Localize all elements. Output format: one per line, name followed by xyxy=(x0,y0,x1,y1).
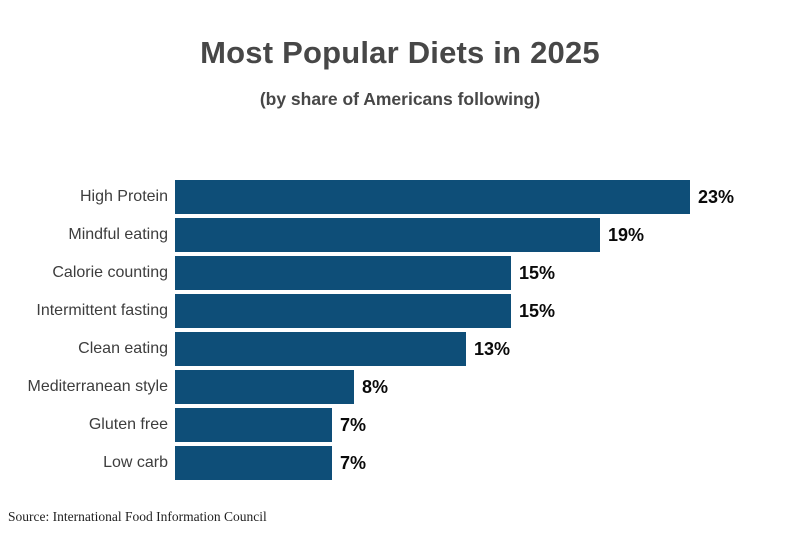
bar-chart-figure: Most Popular Diets in 2025 (by share of … xyxy=(0,34,800,534)
chart-row: Gluten free 7% xyxy=(0,408,800,442)
chart-row: Low carb 7% xyxy=(0,446,800,480)
bar xyxy=(175,180,690,214)
value-label: 13% xyxy=(474,338,511,359)
bar xyxy=(175,332,466,366)
category-label: Calorie counting xyxy=(52,264,168,281)
category-label: Mindful eating xyxy=(68,226,168,243)
value-label: 15% xyxy=(519,262,556,283)
chart-subtitle: (by share of Americans following) xyxy=(259,89,541,109)
value-label: 19% xyxy=(608,224,645,245)
source-note: Source: International Food Information C… xyxy=(8,509,267,524)
bar xyxy=(175,370,354,404)
chart-title: Most Popular Diets in 2025 xyxy=(200,35,600,70)
value-label: 23% xyxy=(698,186,735,207)
plot-area: High Protein 23% Mindful eating 19% Calorie … xyxy=(0,180,800,484)
category-label: Intermittent fasting xyxy=(36,302,168,319)
chart-row: Intermittent fasting 15% xyxy=(0,294,800,328)
value-label: 7% xyxy=(340,414,367,435)
category-label: High Protein xyxy=(79,188,168,205)
chart-row: Calorie counting 15% xyxy=(0,256,800,290)
category-label: Low carb xyxy=(103,454,168,471)
bar xyxy=(175,294,511,328)
category-label: Mediterranean style xyxy=(27,378,168,395)
value-label: 8% xyxy=(362,376,389,397)
bar xyxy=(175,446,332,480)
chart-row: High Protein 23% xyxy=(0,180,800,214)
bar xyxy=(175,218,600,252)
value-label: 15% xyxy=(519,300,556,321)
chart-row: Clean eating 13% xyxy=(0,332,800,366)
category-label: Gluten free xyxy=(88,416,168,433)
value-label: 7% xyxy=(340,452,367,473)
bar xyxy=(175,408,332,442)
chart-row: Mindful eating 19% xyxy=(0,218,800,252)
chart-row: Mediterranean style 8% xyxy=(0,370,800,404)
bar xyxy=(175,256,511,290)
category-label: Clean eating xyxy=(78,340,168,357)
